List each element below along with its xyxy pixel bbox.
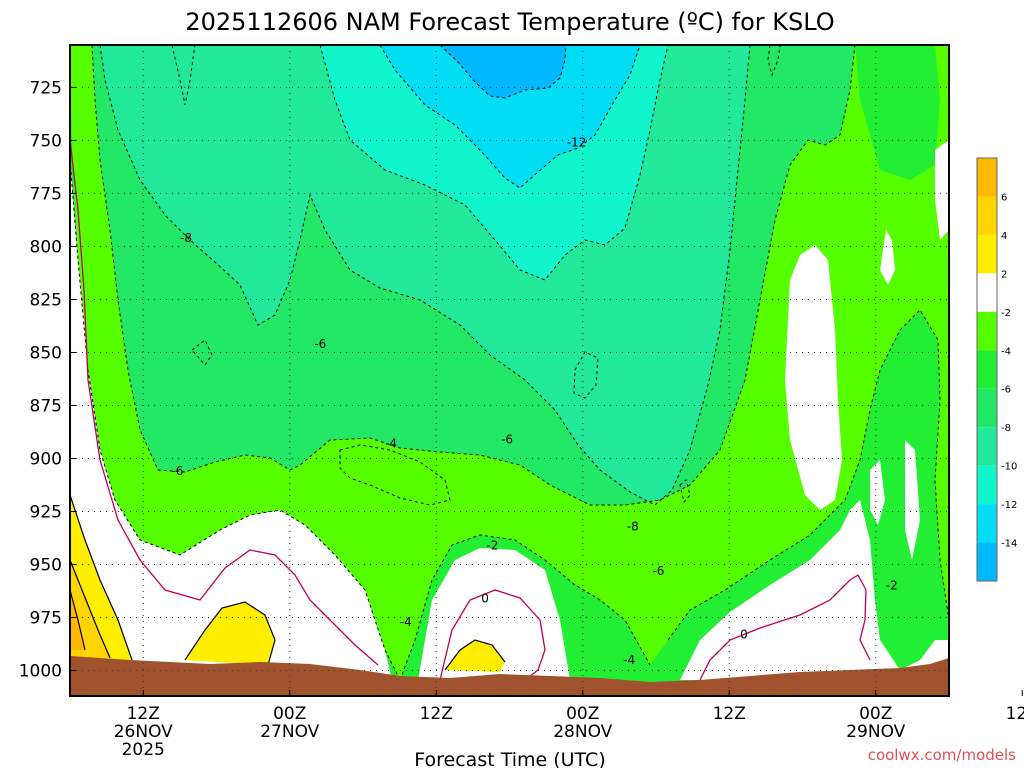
credit-text: coolwx.com/models xyxy=(868,746,1016,764)
y-tick-label: 1000 xyxy=(19,662,62,682)
colorbar-frame xyxy=(976,157,998,582)
contour-label: -6 xyxy=(501,432,513,446)
colorbar-bin xyxy=(977,465,997,505)
y-tick-label: 725 xyxy=(30,78,62,98)
contour-label: -6 xyxy=(171,464,183,478)
colorbar-tick-label: 4 xyxy=(1001,231,1007,242)
field-minus2-to-plus2-h xyxy=(905,440,920,560)
x-tick-label: 12Z xyxy=(1006,704,1024,724)
x-tick-label: 00Z xyxy=(859,704,892,724)
plot-area xyxy=(70,45,949,696)
colorbar: 6 4 2 -2 -4 -6 -8 -10 -12 -14 xyxy=(976,157,1017,582)
colorbar-bin xyxy=(977,504,997,543)
y-tick-label: 975 xyxy=(30,609,62,629)
x-tick-label: 00Z xyxy=(273,704,306,724)
field-minus2-to-plus2-d xyxy=(785,245,842,510)
contour-label: -4 xyxy=(400,615,412,629)
field-minus2-to-plus2-g xyxy=(870,460,885,525)
y-tick-label: 800 xyxy=(30,237,62,257)
contour-label: 0 xyxy=(481,591,489,605)
chart-title: 2025112606 NAM Forecast Temperature (ºC)… xyxy=(185,8,834,36)
terrain-ground xyxy=(70,656,949,696)
colorbar-bin xyxy=(977,158,997,197)
colorbar-tick-label: -14 xyxy=(1001,539,1017,550)
x-tick-label: 28NOV xyxy=(553,722,612,742)
y-axis-ticks: 725 750 775 800 825 850 875 900 925 950 975 1000 xyxy=(19,78,76,682)
colorbar-bin xyxy=(977,234,997,274)
x-tick-label: 2025 xyxy=(122,740,165,760)
colorbar-tick-label: 6 xyxy=(1001,192,1007,203)
colorbar-bin xyxy=(977,350,997,389)
colorbar-bin xyxy=(977,311,997,351)
field-plus2-to-plus4-b xyxy=(185,602,275,665)
contour-label: -2 xyxy=(486,538,498,552)
colorbar-tick-label: -10 xyxy=(1001,462,1017,473)
colorbar-bin xyxy=(977,196,997,235)
contour-label: -2 xyxy=(886,579,898,593)
contour-label: -8 xyxy=(180,231,192,245)
colorbar-tick-label: 2 xyxy=(1001,269,1007,280)
field-minus2-to-plus2-b xyxy=(418,548,570,680)
colorbar-bin xyxy=(977,542,997,581)
field-minus2-to-plus2 xyxy=(70,160,392,680)
y-tick-label: 775 xyxy=(30,184,62,204)
y-tick-label: 875 xyxy=(30,396,62,416)
contour-label: -12 xyxy=(567,136,587,150)
y-tick-label: 925 xyxy=(30,503,62,523)
field-minus2-to-plus2-f xyxy=(935,140,949,240)
zero-contours xyxy=(70,139,871,681)
x-tick-label: 29NOV xyxy=(846,722,905,742)
plot-frame xyxy=(69,44,950,697)
colorbar-bin xyxy=(977,388,997,428)
y-tick-label: 900 xyxy=(30,450,62,470)
y-tick-label: 950 xyxy=(30,556,62,576)
x-axis-label: Forecast Time (UTC) xyxy=(414,749,605,768)
x-tick-label: 12Z xyxy=(420,704,453,724)
x-tick-label: 12Z xyxy=(127,704,160,724)
field-minus2-to-plus2-e xyxy=(880,230,895,285)
y-tick-label: 850 xyxy=(30,343,62,363)
contour-label: 0 xyxy=(740,628,748,642)
x-tick-label: 26NOV xyxy=(114,722,173,742)
y-tick-label: 750 xyxy=(30,131,62,151)
contour-label: -6 xyxy=(314,337,326,351)
colorbar-tick-label: -4 xyxy=(1001,346,1011,357)
field-minus12-to-minus14 xyxy=(380,45,640,188)
field-minus2-to-minus4 xyxy=(70,45,949,680)
positive-contours xyxy=(70,494,506,671)
colorbar-bin xyxy=(977,273,997,312)
colorbar-tick-label: -2 xyxy=(1001,308,1011,319)
contour-labels: -12 -8 -6 -6 -4 -6 -2 -8 -6 0 -4 -4 0 -2 xyxy=(171,136,898,667)
x-tick-label: 27NOV xyxy=(260,722,319,742)
negative-contours xyxy=(70,45,949,681)
colorbar-tick-label: -6 xyxy=(1001,385,1011,396)
field-plus2-to-plus4-c xyxy=(445,640,505,672)
contour-label: -8 xyxy=(627,519,639,533)
colorbar-tick-label: -12 xyxy=(1001,500,1017,511)
colorbar-bin xyxy=(977,427,997,466)
x-tick-label: 12Z xyxy=(713,704,746,724)
contour-label: -4 xyxy=(623,653,635,667)
field-minus2-to-plus2-c xyxy=(680,500,949,680)
grid-lines xyxy=(70,45,949,696)
field-below-minus14 xyxy=(440,45,566,98)
colorbar-tick-label: -8 xyxy=(1001,423,1011,434)
contour-label: -6 xyxy=(652,564,664,578)
x-tick-label: 00Z xyxy=(566,704,599,724)
y-tick-label: 825 xyxy=(30,290,62,310)
contour-label: -4 xyxy=(385,437,397,451)
